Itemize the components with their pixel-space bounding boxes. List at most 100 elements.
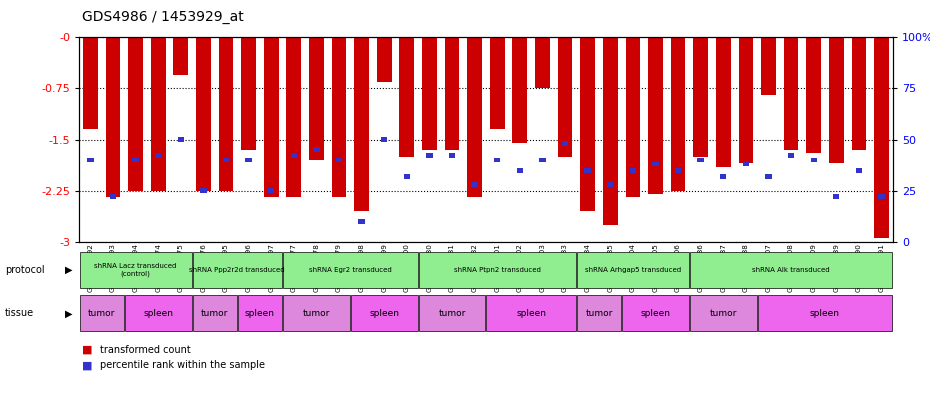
Bar	[765, 174, 772, 179]
Bar	[490, 37, 505, 129]
Text: ■: ■	[82, 345, 92, 355]
Bar	[151, 37, 166, 191]
Bar	[758, 296, 893, 331]
Bar	[283, 252, 418, 288]
Text: GDS4986 / 1453929_at: GDS4986 / 1453929_at	[82, 10, 244, 24]
Bar	[264, 37, 278, 197]
Bar	[351, 296, 418, 331]
Bar	[517, 168, 523, 173]
Bar	[178, 137, 184, 142]
Text: spleen: spleen	[369, 309, 399, 318]
Bar	[833, 195, 840, 199]
Bar	[562, 141, 568, 146]
Bar	[577, 296, 621, 331]
Bar	[200, 188, 206, 193]
Bar	[874, 37, 889, 238]
Bar	[806, 37, 821, 153]
Bar	[577, 252, 689, 288]
Bar	[784, 37, 799, 150]
Bar	[512, 37, 527, 143]
Bar	[241, 37, 256, 150]
Text: tumor: tumor	[438, 309, 466, 318]
Bar	[110, 195, 116, 199]
Bar	[193, 296, 237, 331]
Bar	[132, 158, 139, 162]
Bar	[622, 296, 689, 331]
Bar	[630, 168, 636, 173]
Bar	[193, 252, 282, 288]
Text: transformed count: transformed count	[100, 345, 192, 355]
Text: ▶: ▶	[65, 265, 73, 275]
Bar	[196, 37, 211, 191]
Bar	[283, 296, 350, 331]
Bar	[79, 252, 192, 288]
Bar	[690, 252, 893, 288]
Bar	[675, 168, 681, 173]
Bar	[87, 158, 94, 162]
Text: ▶: ▶	[65, 309, 73, 318]
Bar	[584, 168, 591, 173]
Bar	[128, 37, 143, 191]
Bar	[155, 154, 161, 158]
Bar	[716, 37, 731, 167]
Bar	[286, 37, 301, 197]
Text: tumor: tumor	[201, 309, 229, 318]
Bar	[426, 154, 432, 158]
Bar	[558, 37, 572, 156]
Text: shRNA Arhgap5 transduced: shRNA Arhgap5 transduced	[585, 267, 681, 273]
Bar	[652, 162, 658, 166]
Bar	[106, 37, 120, 197]
Bar	[422, 37, 437, 150]
Text: tumor: tumor	[710, 309, 737, 318]
Text: shRNA Ptpn2 transduced: shRNA Ptpn2 transduced	[454, 267, 540, 273]
Bar	[743, 162, 749, 166]
Text: shRNA Ppp2r2d transduced: shRNA Ppp2r2d transduced	[190, 267, 286, 273]
Text: spleen: spleen	[641, 309, 671, 318]
Bar	[173, 37, 188, 75]
Bar	[603, 37, 618, 225]
Bar	[219, 37, 233, 191]
Bar	[268, 188, 274, 193]
Text: spleen: spleen	[245, 309, 275, 318]
Bar	[788, 154, 794, 158]
Bar	[467, 37, 482, 197]
Text: ■: ■	[82, 360, 92, 371]
Text: shRNA Lacz transduced
(control): shRNA Lacz transduced (control)	[94, 263, 177, 277]
Bar	[811, 158, 817, 162]
Text: tissue: tissue	[5, 309, 33, 318]
Bar	[698, 158, 704, 162]
Text: protocol: protocol	[5, 265, 45, 275]
Bar	[671, 37, 685, 191]
Bar	[332, 37, 346, 197]
Bar	[690, 296, 757, 331]
Bar	[309, 37, 324, 160]
Bar	[449, 154, 455, 158]
Bar	[246, 158, 252, 162]
Text: shRNA Egr2 transduced: shRNA Egr2 transduced	[309, 267, 392, 273]
Bar	[400, 37, 414, 156]
Bar	[607, 182, 614, 187]
Bar	[354, 37, 369, 211]
Bar	[238, 296, 282, 331]
Bar	[445, 37, 459, 150]
Text: tumor: tumor	[302, 309, 330, 318]
Text: spleen: spleen	[143, 309, 173, 318]
Bar	[720, 174, 726, 179]
Bar	[626, 37, 640, 197]
Bar	[223, 158, 229, 162]
Bar	[79, 296, 124, 331]
Bar	[418, 296, 485, 331]
Bar	[829, 37, 844, 163]
Text: tumor: tumor	[88, 309, 115, 318]
Bar	[694, 37, 708, 156]
Bar	[472, 182, 478, 187]
Text: shRNA Alk transduced: shRNA Alk transduced	[752, 267, 830, 273]
Bar	[358, 219, 365, 224]
Bar	[83, 37, 98, 129]
Bar	[494, 158, 500, 162]
Bar	[418, 252, 576, 288]
Bar	[290, 154, 297, 158]
Bar	[580, 37, 595, 211]
Bar	[539, 158, 546, 162]
Text: tumor: tumor	[585, 309, 613, 318]
